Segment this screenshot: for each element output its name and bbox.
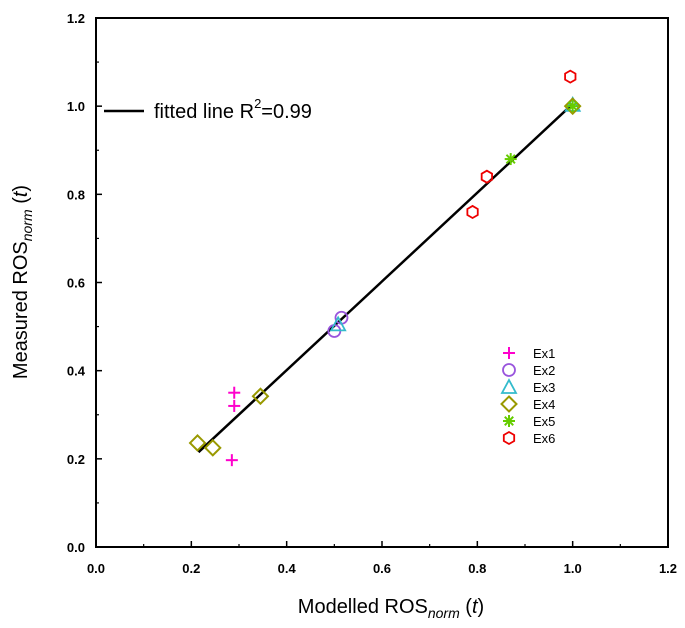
x-tick-label: 0.4 xyxy=(278,561,297,576)
y-axis-ticks: 0.0 0.2 0.4 0.6 0.8 1.0 1.2 xyxy=(67,11,102,555)
fit-line xyxy=(197,103,574,454)
legend-label-ex4: Ex4 xyxy=(533,397,555,412)
point-ex1 xyxy=(228,386,241,399)
y-axis-title: Measured ROSnorm (t) xyxy=(10,185,35,379)
point-ex4 xyxy=(203,438,222,457)
y-tick-label: 0.8 xyxy=(67,187,85,202)
legend-marker-ex5 xyxy=(503,415,515,427)
fit-line-group xyxy=(197,103,574,454)
y-tick-label: 0.6 xyxy=(67,276,85,291)
point-ex5 xyxy=(566,100,579,113)
x-tick-label: 0.6 xyxy=(373,561,391,576)
y-tick-label: 0.4 xyxy=(67,364,86,379)
legend-label-ex1: Ex1 xyxy=(533,346,555,361)
x-axis-title: Modelled ROSnorm (t) xyxy=(298,596,484,621)
legend-marker-ex6 xyxy=(502,430,516,446)
x-axis-ticks: 0.0 0.2 0.4 0.6 0.8 1.0 1.2 xyxy=(87,541,677,576)
point-ex4 xyxy=(188,434,207,452)
legend-label-ex3: Ex3 xyxy=(533,380,555,395)
point-ex5 xyxy=(504,153,517,166)
legend-label-ex2: Ex2 xyxy=(533,363,555,378)
y-tick-label: 0.0 xyxy=(67,540,85,555)
point-ex4 xyxy=(251,387,270,406)
x-tick-label: 1.0 xyxy=(564,561,582,576)
series-legend: Ex1 Ex2 Ex3 Ex4 Ex5 Ex6 xyxy=(500,346,555,446)
y-tick-label: 1.0 xyxy=(67,99,85,114)
point-ex3 xyxy=(329,315,347,332)
legend-marker-ex2 xyxy=(502,363,516,377)
x-tick-label: 0.2 xyxy=(182,561,200,576)
data-points xyxy=(188,69,582,467)
fit-line-legend-label: fitted line R2=0.99 xyxy=(154,96,312,123)
fit-line-legend: fitted line R2=0.99 xyxy=(104,96,312,123)
y-tick-label: 1.2 xyxy=(67,11,85,26)
y-tick-label: 0.2 xyxy=(67,452,85,467)
legend-marker-ex4 xyxy=(500,395,518,413)
x-tick-label: 0.0 xyxy=(87,561,105,576)
x-tick-label: 1.2 xyxy=(659,561,677,576)
point-ex1 xyxy=(225,454,238,467)
legend-marker-ex1 xyxy=(503,347,515,359)
point-ex6 xyxy=(564,69,577,84)
point-ex1 xyxy=(228,399,241,412)
legend-label-ex5: Ex5 xyxy=(533,414,555,429)
legend-label-ex6: Ex6 xyxy=(533,431,555,446)
point-ex6 xyxy=(480,169,493,184)
point-ex6 xyxy=(466,204,479,220)
legend-marker-ex3 xyxy=(500,378,518,394)
point-ex4 xyxy=(563,97,582,116)
x-tick-label: 0.8 xyxy=(468,561,486,576)
